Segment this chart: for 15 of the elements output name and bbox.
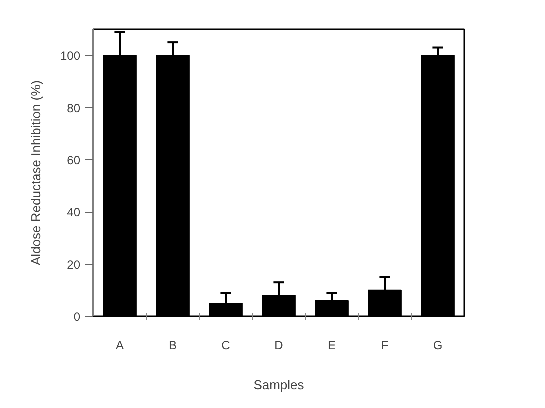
y-axis-title: Aldose Reductase Inhibition (%) bbox=[28, 80, 44, 266]
x-tick-label: A bbox=[116, 338, 124, 352]
y-tick-label: 40 bbox=[67, 206, 81, 220]
x-tick-label: B bbox=[169, 338, 178, 352]
x-tick-label: F bbox=[381, 338, 389, 352]
y-tick-label: 0 bbox=[74, 310, 81, 324]
y-tick-label: 100 bbox=[60, 49, 81, 64]
y-tick-label: 60 bbox=[67, 153, 81, 168]
y-tick-label: 80 bbox=[67, 101, 81, 116]
x-axis-title: Samples bbox=[254, 378, 305, 392]
x-tick-label: G bbox=[433, 338, 443, 352]
x-tick-label: D bbox=[274, 338, 284, 352]
x-tick-label: E bbox=[328, 338, 336, 352]
x-tick-label: C bbox=[222, 338, 231, 352]
y-tick-label: 20 bbox=[67, 258, 81, 272]
